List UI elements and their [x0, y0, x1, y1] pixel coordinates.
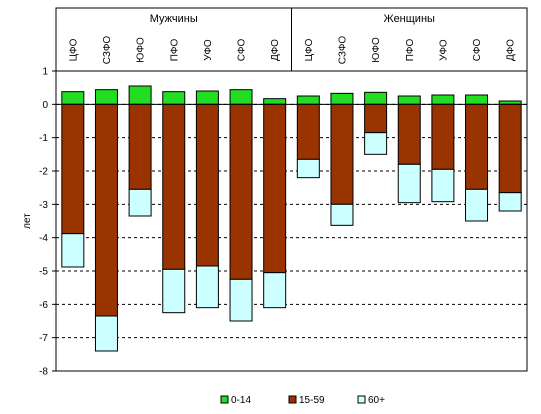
y-tick-label: -1: [39, 133, 48, 144]
bar-15-59-8: [330, 103, 354, 205]
y-tick-label: 1: [42, 67, 48, 78]
bar-0-14-2: [128, 85, 152, 105]
bar-15-59-2: [128, 103, 152, 190]
category-header: Мужчины ЦФО СЗФО ЮФО ПФО УФО СФО ДФО Женщины ЦФО С…: [68, 8, 517, 71]
axes: 1 0 -1 -2 -3 -4 -5 -6 -7 -8: [39, 7, 528, 378]
bar-0-14-12: [465, 94, 489, 105]
category-label: СФО: [237, 38, 248, 61]
y-tick-label: 0: [42, 100, 48, 111]
bar-0-14-1: [94, 89, 118, 105]
bar-15-59-10: [397, 103, 421, 165]
category-label: ЮФО: [371, 37, 382, 63]
bar-15-59-13: [498, 103, 522, 194]
bar-60+-13: [498, 192, 522, 212]
y-tick-label: -8: [39, 367, 48, 378]
legend-item-0-14: 0-14: [220, 395, 251, 406]
bar-15-59-5: [229, 103, 253, 280]
category-label: ПФО: [169, 38, 180, 61]
legend-label: 60+: [368, 395, 385, 406]
bar-15-59-3: [162, 103, 186, 270]
group-label: Мужчины: [150, 13, 198, 25]
legend-item-15-59: 15-59: [288, 395, 325, 406]
bar-15-59-6: [263, 103, 287, 274]
category-label: СЗФО: [102, 36, 113, 65]
bar-15-59-9: [364, 103, 388, 134]
legend-label: 0-14: [231, 395, 251, 406]
y-axis-label: лет: [22, 213, 33, 229]
legend-item-60+: 60+: [357, 395, 385, 406]
y-tick-label: -3: [39, 200, 48, 211]
bar-60+-5: [229, 278, 253, 322]
legend-swatch: [288, 395, 297, 404]
bar-60+-7: [296, 158, 320, 179]
category-label: ДФО: [270, 39, 281, 61]
bar-60+-4: [195, 265, 219, 309]
bar-15-59-4: [195, 103, 219, 267]
y-tick-label: -6: [39, 300, 48, 311]
bar-60+-9: [364, 132, 388, 155]
bar-0-14-10: [397, 95, 421, 105]
group-label: Женщины: [384, 13, 435, 25]
legend: 0-14 15-59 60+: [220, 395, 385, 406]
bar-60+-0: [61, 233, 85, 268]
category-label: СФО: [472, 38, 483, 61]
category-label: ДФО: [506, 39, 517, 61]
bar-0-14-11: [431, 94, 455, 105]
category-label: СЗФО: [337, 36, 348, 65]
bar-0-14-9: [364, 91, 388, 105]
bar-60+-2: [128, 188, 152, 217]
bar-60+-12: [465, 188, 489, 222]
category-label: ЦФО: [68, 38, 79, 61]
bar-15-59-1: [94, 103, 118, 317]
bar-15-59-11: [431, 103, 455, 170]
category-label: УФО: [203, 39, 214, 61]
grid-lines: [56, 103, 527, 339]
bar-60+-1: [94, 315, 118, 352]
bar-0-14-3: [162, 91, 186, 105]
category-label: ПФО: [405, 38, 416, 61]
bar-0-14-8: [330, 92, 354, 105]
legend-swatch: [220, 395, 229, 404]
bar-60+-10: [397, 163, 421, 204]
bar-60+-11: [431, 168, 455, 203]
bar-60+-3: [162, 268, 186, 314]
bar-0-14-4: [195, 90, 219, 105]
category-label: ЦФО: [304, 38, 315, 61]
category-label: УФО: [438, 39, 449, 61]
bar-0-14-6: [263, 98, 287, 105]
y-tick-label: -7: [39, 333, 48, 344]
y-tick-label: -5: [39, 267, 48, 278]
bar-15-59-7: [296, 103, 320, 160]
category-label: ЮФО: [136, 37, 147, 63]
bars: [61, 85, 522, 352]
y-tick-label: -4: [39, 233, 48, 244]
bar-0-14-0: [61, 91, 85, 105]
bar-60+-6: [263, 272, 287, 309]
bar-0-14-5: [229, 89, 253, 105]
bar-15-59-12: [465, 103, 489, 190]
y-tick-label: -2: [39, 167, 48, 178]
legend-label: 15-59: [299, 395, 325, 406]
bar-60+-8: [330, 203, 354, 226]
bar-0-14-7: [296, 95, 320, 105]
legend-swatch: [357, 395, 366, 404]
bar-15-59-0: [61, 103, 85, 235]
